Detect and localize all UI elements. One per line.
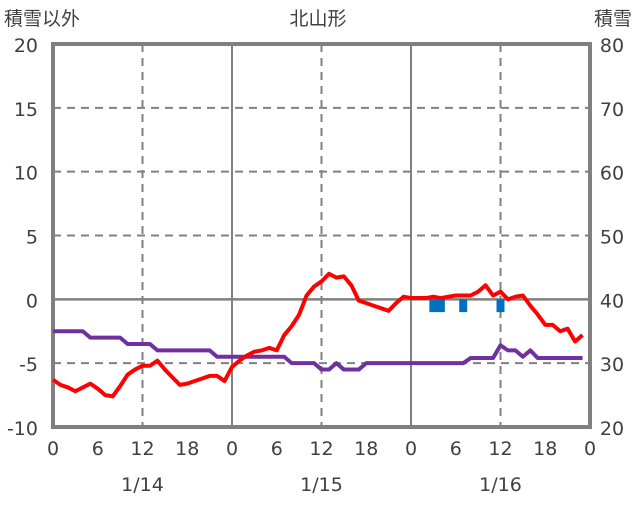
y-tick-left: 10 [14, 163, 38, 185]
x-tick: 0 [405, 438, 417, 460]
left-axis-title: 積雪以外 [4, 8, 80, 30]
y-tick-left: -5 [19, 354, 38, 376]
y-tick-left: 0 [26, 290, 38, 312]
y-tick-left: -10 [7, 418, 38, 440]
x-tick: 6 [271, 438, 283, 460]
x-tick: 12 [130, 438, 154, 460]
y-tick-left: 5 [26, 227, 38, 249]
blue-bar [496, 299, 505, 313]
x-tick: 0 [226, 438, 238, 460]
y-tick-right: 30 [600, 354, 624, 376]
x-tick: 12 [488, 438, 512, 460]
blue-bar [429, 299, 438, 313]
date-label: 1/14 [121, 474, 164, 496]
y-tick-left: 20 [14, 35, 38, 57]
chart-title: 北山形 [289, 8, 346, 30]
purple-series-line [53, 329, 583, 372]
x-tick: 0 [584, 438, 596, 460]
x-tick: 0 [47, 438, 59, 460]
blue-bar [459, 299, 468, 313]
plot-frame [51, 42, 592, 429]
y-tick-right: 50 [600, 227, 624, 249]
y-tick-left: 15 [14, 99, 38, 121]
blue-bar [436, 299, 445, 313]
x-tick: 18 [354, 438, 378, 460]
y-tick-right: 40 [600, 290, 624, 312]
x-tick: 6 [92, 438, 104, 460]
x-tick: 18 [175, 438, 199, 460]
red-series-line [51, 271, 584, 399]
date-label: 1/15 [300, 474, 343, 496]
y-tick-right: 60 [600, 163, 624, 185]
x-tick: 18 [533, 438, 557, 460]
y-tick-right: 20 [600, 418, 624, 440]
date-label: 1/16 [479, 474, 522, 496]
x-tick: 6 [450, 438, 462, 460]
right-axis-title: 積雪 [594, 8, 632, 30]
y-tick-right: 80 [600, 35, 624, 57]
y-tick-right: 70 [600, 99, 624, 121]
x-tick: 12 [309, 438, 333, 460]
